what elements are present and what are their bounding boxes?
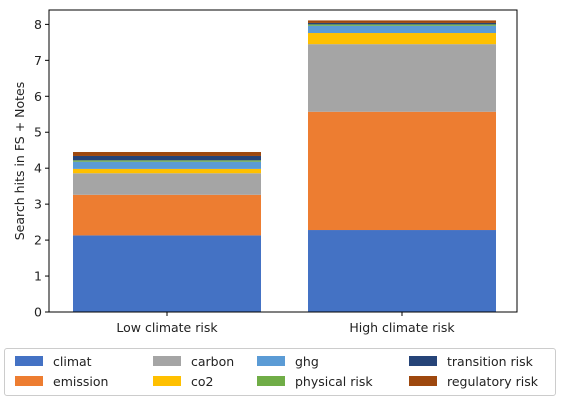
- y-tick-label: 3: [34, 197, 42, 212]
- legend-swatch: [15, 356, 43, 366]
- legend-swatch: [153, 356, 181, 366]
- legend-item-carbon: carbon: [153, 352, 234, 370]
- legend: climat emission carbon co2 ghg physical risk t…: [4, 348, 556, 396]
- x-tick-label: High climate risk: [349, 320, 455, 335]
- bars-layer: [73, 20, 496, 312]
- y-axis-label: Search hits in FS + Notes: [12, 82, 27, 241]
- y-tick-label: 2: [34, 233, 42, 248]
- bar-segment-physical-risk-low: [73, 160, 261, 162]
- legend-swatch: [409, 356, 437, 366]
- plot-frame: [48, 9, 518, 313]
- bar-segment-climat-high: [308, 230, 496, 312]
- legend-label: transition risk: [447, 353, 533, 369]
- bar-segment-emission-low: [73, 194, 261, 236]
- bar-segment-co2-low: [73, 168, 261, 174]
- legend-swatch: [257, 356, 285, 366]
- legend-label: climat: [53, 353, 92, 369]
- y-tick-label: 7: [34, 53, 42, 68]
- x-tick-label: Low climate risk: [116, 320, 218, 335]
- bar-segment-regulatory-risk-low: [73, 152, 261, 156]
- y-tick-label: 8: [34, 17, 42, 32]
- legend-item-ghg: ghg: [257, 352, 319, 370]
- legend-item-physical-risk: physical risk: [257, 372, 373, 390]
- y-tick-label: 5: [34, 125, 42, 140]
- bar-segment-physical-risk-high: [308, 24, 496, 26]
- y-tick-label: 1: [34, 269, 42, 284]
- legend-label: co2: [191, 373, 214, 389]
- legend-swatch: [15, 376, 43, 386]
- bar-segment-transition-risk-low: [73, 155, 261, 161]
- bar-segment-ghg-low: [73, 161, 261, 169]
- bar-segment-climat-low: [73, 235, 261, 312]
- legend-label: physical risk: [295, 373, 373, 389]
- legend-label: emission: [53, 373, 109, 389]
- bar-segment-transition-risk-high: [308, 22, 496, 25]
- legend-item-regulatory-risk: regulatory risk: [409, 372, 538, 390]
- legend-label: ghg: [295, 353, 319, 369]
- x-axis: Low climate risk High climate risk: [116, 312, 455, 335]
- legend-label: carbon: [191, 353, 235, 369]
- bar-segment-ghg-high: [308, 25, 496, 34]
- stacked-bar-chart: 0 1 2 3 4 5 6 7 8 Low climate risk High climate r…: [12, 9, 518, 335]
- legend-swatch: [257, 376, 285, 386]
- bar-segment-co2-high: [308, 33, 496, 45]
- bar-segment-regulatory-risk-high: [308, 20, 496, 23]
- legend-item-co2: co2: [153, 372, 213, 390]
- y-axis: 0 1 2 3 4 5 6 7 8: [34, 17, 49, 320]
- bar-segment-carbon-high: [308, 44, 496, 112]
- y-tick-label: 0: [34, 305, 42, 320]
- bar-segment-carbon-low: [73, 173, 261, 195]
- y-tick-label: 4: [34, 161, 42, 176]
- legend-item-climat: climat: [15, 352, 92, 370]
- legend-swatch: [153, 376, 181, 386]
- y-tick-label: 6: [34, 89, 42, 104]
- legend-item-emission: emission: [15, 372, 108, 390]
- bar-segment-emission-high: [308, 111, 496, 231]
- legend-item-transition-risk: transition risk: [409, 352, 533, 370]
- legend-swatch: [409, 376, 437, 386]
- legend-label: regulatory risk: [447, 373, 538, 389]
